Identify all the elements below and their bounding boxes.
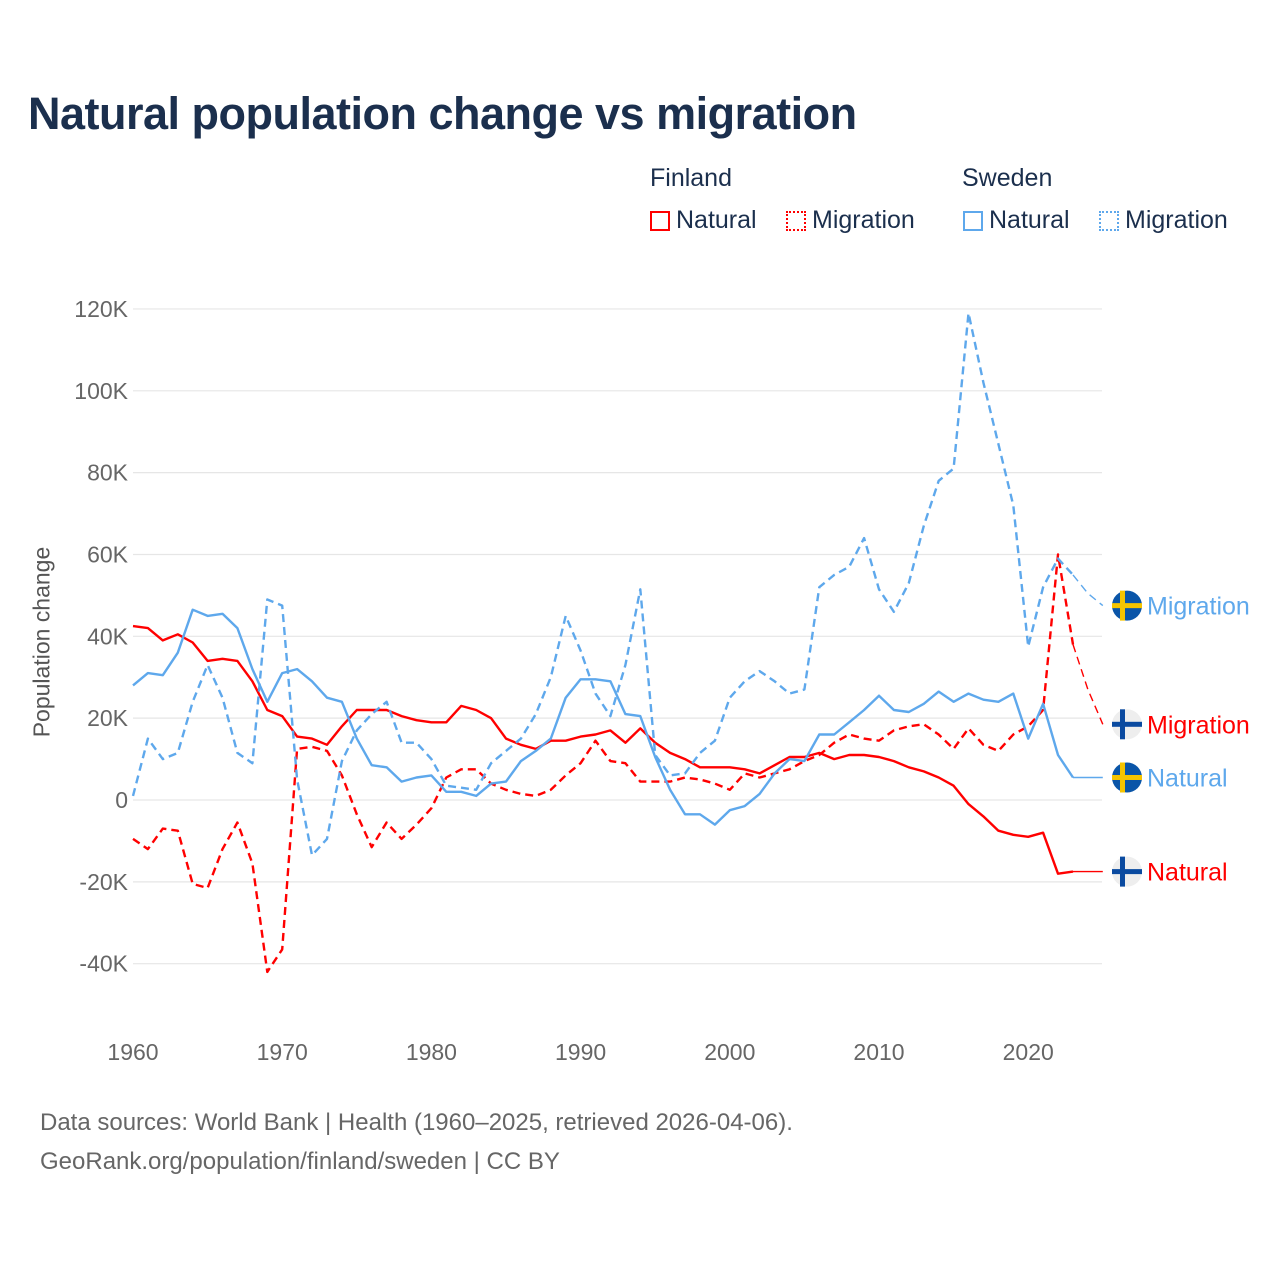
series-line-finland-migration [132,553,1075,974]
y-tick-label: 120K [74,296,128,322]
x-tick-label: 1990 [555,1039,606,1065]
x-tick-label: 1980 [406,1039,457,1065]
x-tick-label: 1970 [257,1039,308,1065]
end-label-sweden-migration: Migration [1147,593,1250,621]
legend-label: Migration [812,206,915,234]
y-tick-label: 20K [87,705,129,731]
series-line-sweden-migration [131,311,1074,857]
flag-cross-icon [1112,721,1142,727]
legend-finland-migration[interactable]: Migration [786,206,915,235]
series-tail [1072,644,1104,725]
legend-group-finland: Finland [650,164,732,192]
y-tick-label: 0 [115,787,128,813]
legend-label: Migration [1125,206,1228,234]
end-label-finland-migration: Migration [1147,711,1250,739]
legend-group-sweden: Sweden [962,164,1053,192]
series-tail [1072,574,1104,607]
flag-cross-icon [1112,603,1142,609]
y-tick-label: 100K [74,378,128,404]
chart-title: Natural population change vs migration [28,88,857,139]
flag-cross-icon [1120,856,1125,887]
series-line-finland-natural [132,624,1074,875]
x-tick-label: 2010 [853,1039,904,1065]
footer-source: Data sources: World Bank | Health (1960–… [40,1109,793,1136]
legend-label: Natural [676,206,757,234]
flag-cross-icon [1120,762,1125,793]
end-label-sweden-natural: Natural [1147,764,1228,792]
y-tick-label: 60K [87,541,129,567]
y-tick-label: -20K [79,869,128,895]
flag-cross-icon [1120,709,1125,740]
flag-cross-icon [1112,869,1142,875]
legend-sweden-migration[interactable]: Migration [1099,206,1228,235]
y-tick-label: -40K [79,951,128,977]
y-tick-label: 40K [87,623,129,649]
legend-swatch-dotted-icon [1099,210,1119,231]
x-tick-label: 2000 [704,1039,755,1065]
x-tick-label: 2020 [1003,1039,1054,1065]
legend-swatch-solid-icon [963,210,983,231]
legend-swatch-solid-icon [650,210,670,231]
end-label-finland-natural: Natural [1147,859,1228,887]
flag-cross-icon [1112,774,1142,780]
y-tick-label: 80K [87,460,129,486]
legend-label: Natural [989,206,1070,234]
x-tick-label: 1960 [107,1039,158,1065]
flag-cross-icon [1120,590,1125,621]
legend-swatch-dotted-icon [786,210,806,231]
footer-link[interactable]: GeoRank.org/population/finland/sweden | … [40,1148,560,1175]
legend-finland-natural[interactable]: Natural [650,206,757,235]
series-line-sweden-natural [132,608,1074,826]
legend-sweden-natural[interactable]: Natural [963,206,1070,235]
